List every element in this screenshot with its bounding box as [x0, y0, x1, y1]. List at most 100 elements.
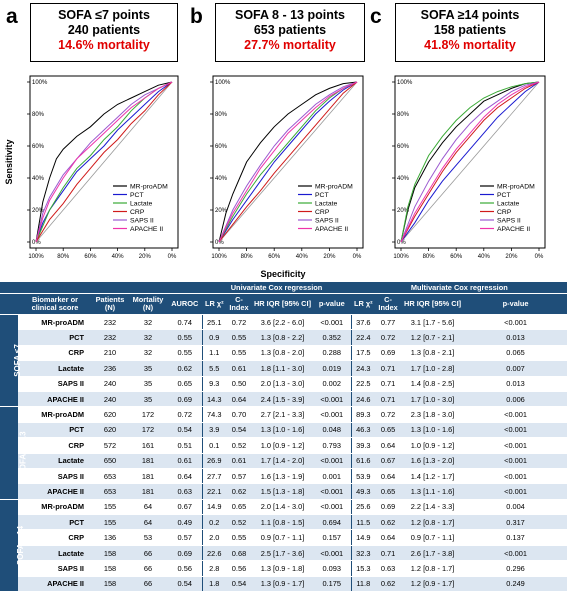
y-tick-label: 20%	[215, 208, 228, 214]
x-tick-label: 20%	[139, 254, 152, 260]
legend-label: Lactate	[130, 201, 153, 208]
table-cell: 0.57	[168, 529, 202, 546]
group-label: SOFA ≤7	[0, 314, 22, 408]
table-cell: 24.6	[350, 391, 376, 408]
table-cell: 0.793	[313, 437, 352, 454]
panel-b-letter: b	[190, 5, 203, 28]
roc-line-crp	[218, 81, 358, 243]
x-tick-label: 100%	[393, 254, 409, 260]
marker-name: APACHE II	[18, 483, 92, 500]
x-tick-label: 20%	[505, 254, 518, 260]
table-cell: <0.001	[464, 314, 567, 331]
table-cell: 32	[128, 329, 168, 346]
table-cell: 172	[128, 422, 168, 439]
table-cell: 181	[128, 453, 168, 469]
table-cell: 11.8	[350, 576, 376, 592]
table-cell: 650	[92, 453, 128, 469]
table-cell: 1.7 [1.4 - 2.0]	[252, 453, 313, 469]
table-cell: 0.002	[313, 376, 352, 392]
table-cell: 0.67	[375, 453, 402, 469]
panel-b-title: SOFA 8 - 13 points	[235, 8, 345, 22]
table-cell: 0.65	[375, 483, 402, 500]
marker-name: Lactate	[18, 453, 92, 469]
roc-curves-chart: 100% 80% 60% 40% 20% 0% 100% 80% 60% 40% 20% 0% MR-p…	[4, 75, 546, 279]
table-cell: 240	[92, 391, 128, 408]
header-blank	[0, 282, 202, 294]
table-cell: <0.001	[313, 483, 352, 500]
table-cell: 64	[128, 499, 168, 516]
table-cell: <0.001	[313, 391, 352, 408]
y-tick-label: 60%	[32, 144, 45, 150]
col-cindex-multi: C-Index	[375, 293, 402, 315]
table-cell: <0.001	[464, 468, 567, 485]
table-cell: 0.71	[375, 376, 402, 392]
table-cell: 653	[92, 468, 128, 485]
table-cell: 0.62	[375, 576, 402, 592]
table-cell: 2.2 [1.4 - 3.3]	[401, 499, 465, 516]
table-row: SAPS II 158 66 0.56 2.8 0.56 1.3 [0.9 - 1.8] 0.…	[0, 560, 567, 577]
y-tick-label: 40%	[397, 176, 410, 182]
table-cell: 0.54	[168, 576, 202, 592]
table-cell: 1.3 [0.9 - 1.7]	[252, 576, 313, 592]
y-tick-label: 0%	[215, 240, 224, 246]
table-cell: 1.5 [1.3 - 1.8]	[252, 483, 313, 500]
roc-line-crp	[400, 81, 540, 243]
table-cell: 24.3	[350, 360, 376, 377]
table-cell: 0.64	[375, 437, 402, 454]
table-cell: 653	[92, 483, 128, 500]
roc-line-apache-ii	[400, 81, 540, 243]
panel-b-title-box: SOFA 8 - 13 points 653 patients 27.7% mo…	[215, 3, 365, 62]
panel-a-patients: 240 patients	[67, 23, 141, 37]
group-label: SOFA ≥ 14	[0, 499, 25, 592]
table-cell: 0.72	[226, 314, 252, 331]
table-cell: 1.0 [0.9 - 1.2]	[252, 437, 313, 454]
table-row: CRP 210 32 0.55 1.1 0.55 1.3 [0.8 - 2.0] 0.288 1…	[0, 345, 567, 362]
table-cell: 2.0 [1.4 - 3.0]	[252, 499, 313, 516]
legend-label: PCT	[130, 192, 144, 199]
panel-a-title-box: SOFA ≤7 points 240 patients 14.6% mortal…	[30, 3, 178, 62]
table-cell: 0.56	[168, 560, 202, 577]
legend-label: APACHE II	[130, 226, 163, 233]
roc-line-lactate	[218, 81, 358, 243]
roc-line-mr-proadm	[35, 81, 173, 243]
panel-b-mortality: 27.7% mortality	[244, 38, 336, 52]
table-cell: <0.001	[464, 453, 567, 469]
table-cell: 0.54	[226, 576, 252, 592]
table-row: APACHE II 240 35 0.69 14.3 0.64 2.4 [1.5 - 3.9…	[0, 391, 567, 408]
table-cell: 620	[92, 406, 128, 423]
table-cell: 0.54	[226, 422, 252, 439]
legend-label: SAPS II	[315, 218, 339, 225]
table-cell: <0.001	[313, 314, 352, 331]
table-cell: 158	[92, 576, 128, 592]
table-row: PCT 232 32 0.55 0.9 0.55 1.3 [0.8 - 2.2] 0.352 2…	[0, 329, 567, 346]
table-cell: 0.55	[226, 529, 252, 546]
table-cell: 0.048	[313, 422, 352, 439]
x-tick-label: 100%	[28, 254, 44, 260]
table-cell: 14.9	[201, 499, 226, 516]
panel-a-mortality: 14.6% mortality	[58, 38, 150, 52]
table-cell: 0.007	[464, 360, 567, 377]
x-tick-label: 40%	[112, 254, 125, 260]
table-cell: 35	[128, 376, 168, 392]
x-tick-label: 80%	[57, 254, 70, 260]
table-cell: 32	[128, 314, 168, 331]
table-row: Lactate 158 66 0.69 22.6 0.68 2.5 [1.7 - 3.6] <…	[0, 545, 567, 562]
legend-label: MR-proADM	[130, 184, 168, 191]
table-cell: 5.5	[201, 360, 226, 377]
y-tick-label: 80%	[215, 112, 228, 118]
table-cell: 22.6	[201, 545, 226, 562]
table-cell: 0.013	[464, 376, 567, 392]
table-cell: 0.065	[464, 345, 567, 362]
table-cell: <0.001	[464, 406, 567, 423]
table-row: SOFA ≤7 MR-proADM 232 32 0.74 25.1 0.72 3.6 [2.…	[0, 314, 567, 408]
y-tick-label: 60%	[215, 144, 228, 150]
table-cell: 1.3 [1.0 - 1.6]	[252, 422, 313, 439]
table-cell: 1.2 [0.8 - 1.7]	[401, 514, 465, 531]
x-tick-label: 80%	[423, 254, 436, 260]
table-cell: 0.52	[226, 437, 252, 454]
table-cell: 14.3	[201, 391, 226, 408]
y-tick-label: 100%	[397, 80, 413, 86]
table-cell: 0.019	[313, 360, 352, 377]
table-cell: 1.3 [0.8 - 2.2]	[252, 329, 313, 346]
panel-a-title: SOFA ≤7 points	[58, 8, 150, 22]
